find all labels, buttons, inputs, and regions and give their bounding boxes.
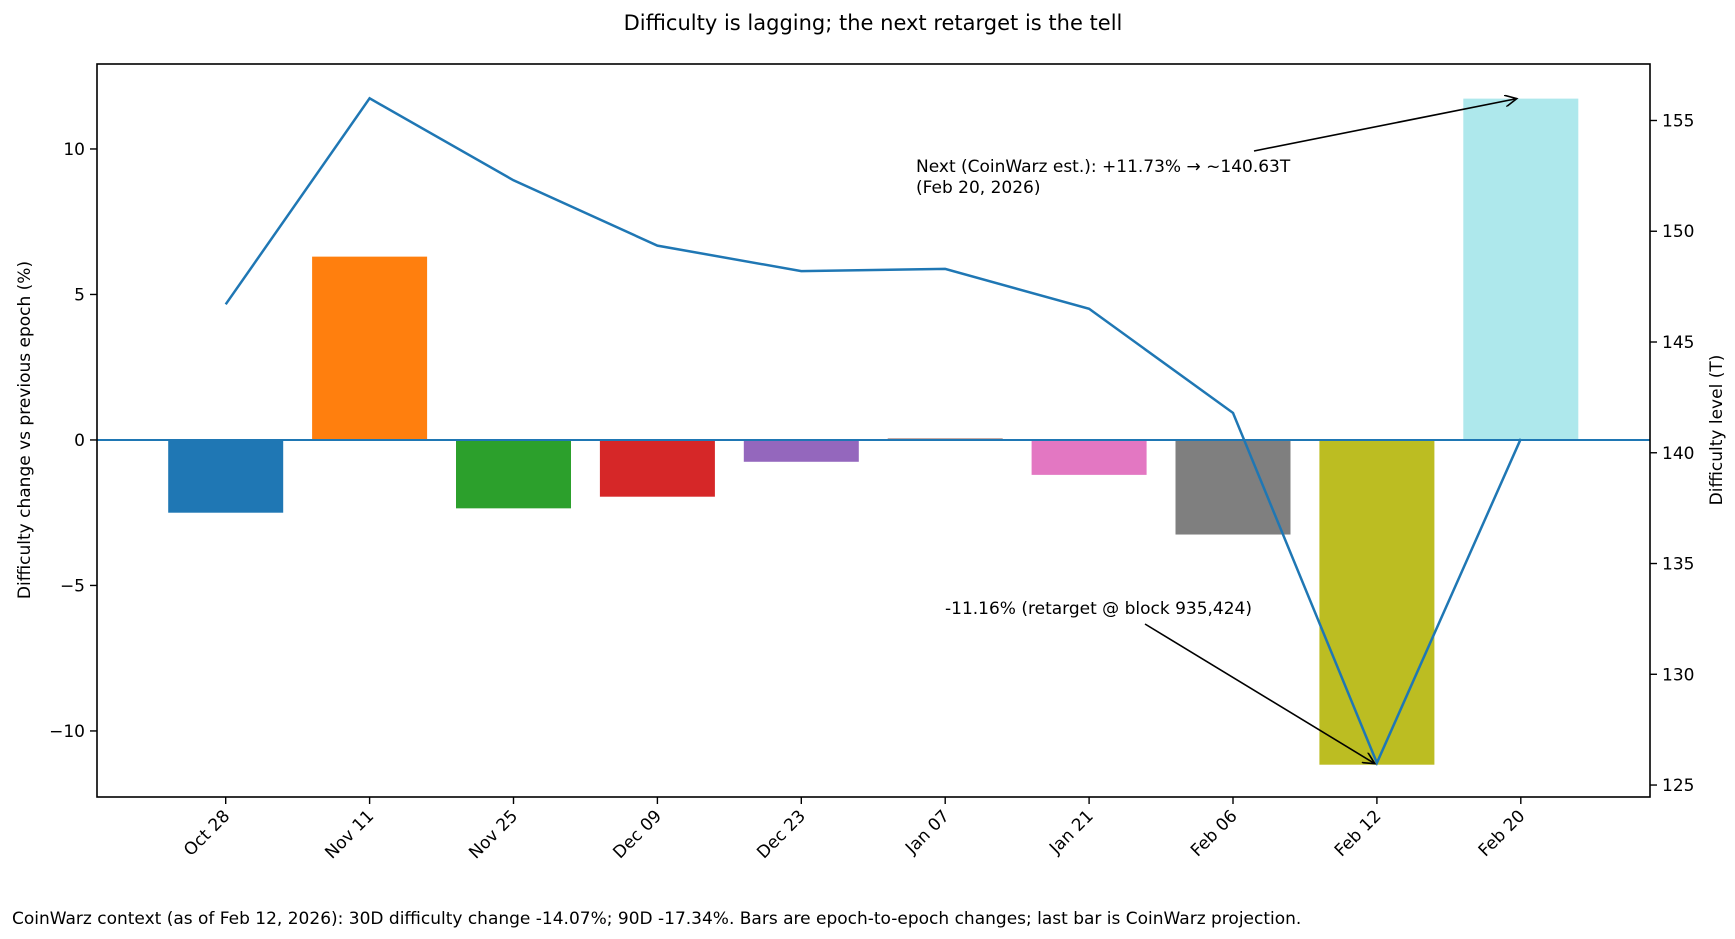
- x-tick-label: Oct 28: [180, 806, 234, 860]
- y-tick-label-left: 5: [74, 285, 85, 305]
- bar-feb-06: [1175, 439, 1291, 535]
- annotation-retarget-arrow: [1144, 623, 1375, 764]
- y-tick-label-right: 130: [1662, 665, 1694, 685]
- difficulty-level-line: [224, 96, 1522, 767]
- y-axis-label-right: Difficulty level (T): [1707, 355, 1727, 506]
- x-tick-label: Dec 23: [753, 806, 810, 863]
- axes: −10 −5 0 5 10 125 130 135 140 145 150 155 Oct 28 Nov …: [49, 63, 1694, 863]
- bar-feb-20: [1463, 98, 1579, 440]
- annotations: Next (CoinWarz est.): +11.73% → ~140.63T…: [916, 99, 1517, 764]
- annotation-retarget: -11.16% (retarget @ block 935,424): [945, 599, 1252, 619]
- y-tick-label-right: 135: [1662, 555, 1694, 575]
- y-tick-label-right: 145: [1662, 333, 1694, 353]
- annotation-next-line2: (Feb 20, 2026): [916, 178, 1040, 198]
- x-tick-label: Feb 20: [1475, 806, 1530, 861]
- footnote: CoinWarz context (as of Feb 12, 2026): 3…: [12, 909, 1301, 929]
- x-tick-label: Jan 07: [901, 806, 954, 859]
- x-tick-label: Nov 11: [321, 806, 378, 863]
- bar-feb-12: [1319, 439, 1435, 765]
- plot-frame: [96, 63, 1651, 798]
- y-tick-label-right: 125: [1662, 776, 1694, 796]
- y-tick-label-right: 140: [1662, 444, 1694, 464]
- y-tick-label-left: 0: [74, 431, 85, 451]
- bar-nov-11: [312, 256, 428, 440]
- annotation-next-arrow: [1253, 99, 1517, 152]
- bar-nov-25: [456, 439, 571, 509]
- bar-dec-09: [599, 439, 715, 497]
- x-tick-label: Nov 25: [465, 806, 522, 863]
- annotation-next-line1: Next (CoinWarz est.): +11.73% → ~140.63T: [916, 157, 1291, 177]
- y-tick-label-left: 10: [63, 140, 85, 160]
- bar-oct-28: [168, 439, 284, 513]
- bar-dec-23: [743, 439, 859, 462]
- y-tick-label-right: 155: [1662, 111, 1694, 131]
- y-tick-label-left: −10: [49, 722, 85, 742]
- y-tick-label-right: 150: [1662, 222, 1694, 242]
- x-tick-label: Jan 21: [1045, 806, 1098, 859]
- x-tick-label: Feb 06: [1187, 806, 1242, 861]
- chart-title: Difficulty is lagging; the next retarget…: [624, 11, 1123, 35]
- y-tick-label-left: −5: [60, 576, 85, 596]
- x-tick-label: Dec 09: [609, 806, 666, 863]
- bars: [168, 98, 1579, 765]
- x-tick-label: Feb 12: [1331, 806, 1386, 861]
- y-axis-label-left: Difficulty change vs previous epoch (%): [15, 261, 35, 599]
- bar-jan-21: [1031, 439, 1147, 475]
